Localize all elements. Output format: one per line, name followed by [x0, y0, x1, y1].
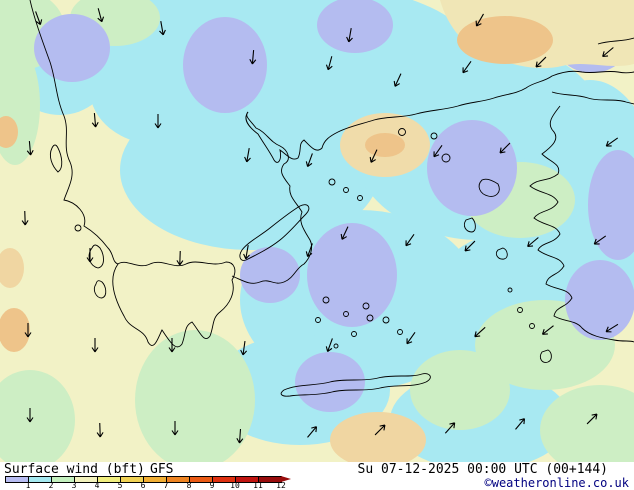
wind-arrow	[515, 418, 526, 430]
wind-arrow	[91, 112, 99, 128]
wind-arrow	[86, 248, 94, 263]
wind-arrow	[243, 245, 250, 260]
wind-arrow	[24, 323, 32, 338]
wind-arrow	[586, 413, 598, 425]
wind-arrow	[171, 421, 179, 436]
wind-arrow	[340, 226, 349, 240]
wind-arrow	[464, 240, 476, 252]
scale-number: 9	[209, 481, 215, 490]
wind-arrow	[159, 21, 166, 36]
wind-arrow	[26, 140, 34, 156]
wind-arrow	[307, 426, 318, 438]
wind-arrow	[346, 28, 353, 43]
wind-arrow	[605, 137, 619, 147]
wind-arrow	[374, 424, 386, 436]
wind-arrow	[527, 237, 539, 248]
wind-arrow	[236, 428, 244, 444]
wind-arrow	[96, 422, 104, 438]
scale-number: 2	[48, 481, 54, 490]
wind-arrow	[305, 243, 313, 258]
wind-arrow	[91, 338, 99, 353]
wind-map	[0, 0, 634, 462]
wind-arrow	[305, 153, 313, 168]
scale-number: 5	[117, 481, 123, 490]
wind-arrow	[249, 49, 257, 65]
wind-arrow	[535, 56, 547, 68]
wind-arrow	[393, 73, 402, 87]
wind-arrow	[605, 323, 619, 333]
legend-bar: Surface wind (bft) GFS Su 07-12-2025 00:…	[0, 462, 634, 490]
wind-arrow	[406, 331, 416, 345]
wind-arrow	[475, 13, 484, 27]
scale-number: 1	[25, 481, 31, 490]
scale-number: 4	[94, 481, 100, 490]
wind-arrow	[369, 149, 378, 163]
scale-number: 3	[71, 481, 77, 490]
wind-arrow	[240, 340, 248, 356]
legend-title: Surface wind (bft)	[4, 462, 145, 477]
wind-arrow	[35, 11, 43, 26]
wind-arrow	[499, 142, 511, 154]
scale-number: 8	[186, 481, 192, 490]
wind-arrow	[405, 233, 415, 247]
wind-arrow	[593, 235, 607, 245]
wind-arrow	[154, 114, 162, 129]
copyright-link[interactable]: ©weatheronline.co.uk	[484, 476, 630, 490]
wind-arrow	[325, 56, 333, 71]
wind-arrow	[444, 422, 456, 434]
scale-number: 6	[140, 481, 146, 490]
wind-arrow	[602, 47, 614, 58]
model-label: GFS	[150, 462, 174, 477]
wind-arrow	[176, 250, 184, 266]
scale-number: 12	[276, 481, 286, 490]
wind-arrow	[325, 338, 333, 353]
wind-arrow	[541, 325, 554, 335]
wind-arrows-layer	[21, 8, 619, 444]
wind-arrow	[433, 144, 443, 158]
wind-arrow	[26, 408, 34, 423]
coastlines	[29, 0, 634, 397]
wind-arrow	[97, 8, 105, 23]
scale-number: 11	[253, 481, 263, 490]
wind-arrow	[21, 210, 29, 226]
scale-arrow-tip	[281, 476, 291, 482]
wind-arrow	[168, 338, 176, 353]
wind-arrow	[474, 326, 486, 338]
scale-number: 10	[230, 481, 240, 490]
timestamp: Su 07-12-2025 00:00 UTC (00+144)	[357, 462, 608, 477]
color-scale: 1 2 3 4 5 6 7 8 9 10 11 12	[5, 476, 305, 490]
wind-arrow	[462, 60, 472, 74]
scale-number: 7	[163, 481, 169, 490]
wind-arrow	[244, 148, 251, 163]
